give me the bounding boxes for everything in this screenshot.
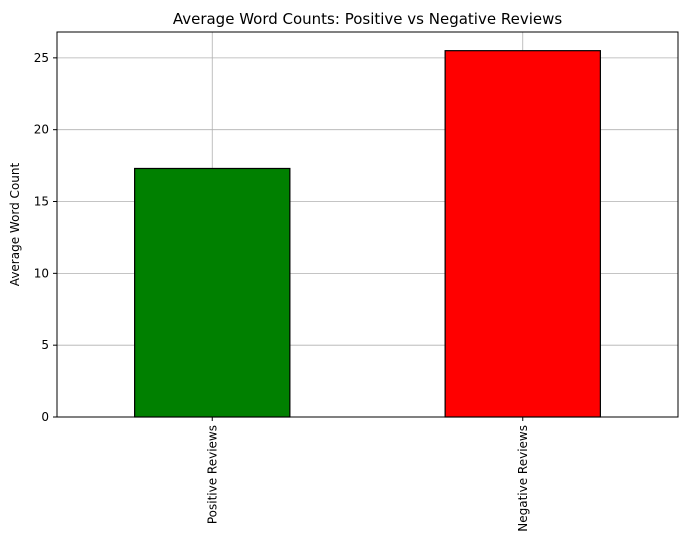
bar-negative-reviews: [444, 50, 601, 418]
y-tick-label: 5: [41, 338, 49, 352]
y-tick-label: 10: [34, 266, 49, 280]
x-axis: Positive Reviews Negative Reviews: [205, 417, 530, 532]
y-tick-label: 0: [41, 410, 49, 424]
x-tick-label: Negative Reviews: [516, 425, 530, 532]
x-tick-label: Positive Reviews: [205, 425, 219, 524]
bar-positive-reviews: [134, 167, 291, 418]
chart-title: Average Word Counts: Positive vs Negativ…: [173, 10, 563, 28]
y-tick-label: 15: [34, 195, 49, 209]
y-tick-label: 25: [34, 51, 49, 65]
plot-frame: [56, 31, 679, 418]
y-tick-label: 20: [34, 123, 49, 137]
y-axis: 0 5 10 15 20 25: [34, 51, 57, 424]
bars: [134, 50, 601, 418]
y-axis-label: Average Word Count: [8, 163, 22, 287]
